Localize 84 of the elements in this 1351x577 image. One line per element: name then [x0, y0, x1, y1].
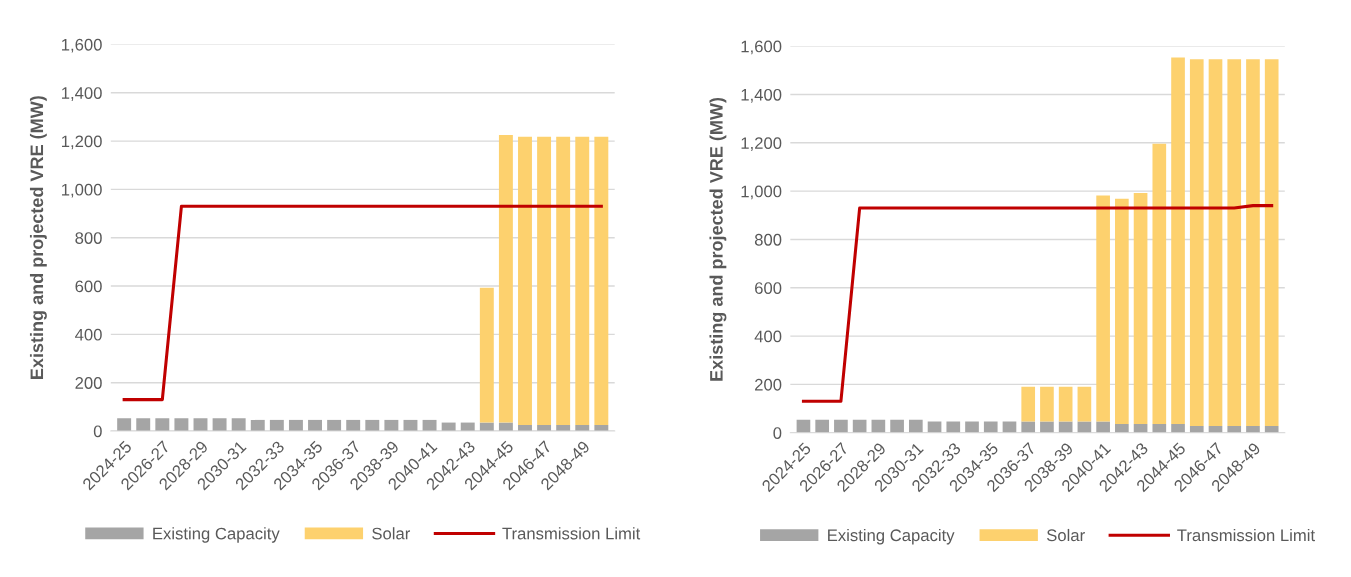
y-tick-label: 1,200 — [62, 135, 102, 150]
y-tick-label: 200 — [75, 377, 102, 389]
bar — [365, 419, 380, 432]
bar — [946, 421, 961, 433]
bar — [422, 419, 437, 432]
y-tick-label: 600 — [75, 280, 102, 293]
legend-label: Solar — [1046, 528, 1085, 542]
bar — [384, 419, 399, 432]
bar — [908, 419, 923, 433]
legend-label: Solar — [372, 527, 411, 540]
bar — [136, 418, 151, 432]
bar — [1040, 386, 1054, 422]
y-tick-label: 1,400 — [62, 87, 102, 101]
bar — [1208, 59, 1223, 426]
bar — [1227, 425, 1242, 433]
y-tick-label: 1,400 — [741, 88, 782, 103]
bar — [308, 419, 322, 432]
bar — [1021, 421, 1036, 433]
bar — [250, 419, 265, 432]
bar — [1264, 59, 1279, 426]
bar — [1133, 193, 1148, 425]
y-tick-label: 600 — [755, 282, 782, 294]
bar — [1152, 143, 1167, 425]
legend-label: Transmission Limit — [1177, 528, 1315, 542]
y-tick-label: 1,200 — [741, 137, 782, 151]
y-axis-title: Existing and projected VRE (MW) — [709, 97, 727, 381]
y-tick-label: 1,600 — [741, 40, 782, 55]
bar — [1058, 386, 1073, 422]
bar — [212, 418, 227, 432]
bar — [1021, 386, 1036, 422]
legend-label: Existing Capacity — [828, 528, 955, 545]
y-tick-label: 400 — [754, 330, 782, 343]
bar — [575, 136, 590, 425]
bar — [346, 419, 361, 432]
bar — [155, 418, 170, 432]
y-tick-label: 1,000 — [741, 185, 782, 200]
bar — [556, 136, 571, 425]
y-tick-label: 0 — [773, 427, 782, 439]
bar — [594, 136, 609, 425]
bar — [498, 135, 513, 423]
bar — [327, 419, 342, 432]
bar — [983, 421, 998, 433]
bar — [890, 419, 904, 433]
y-axis-title: Existing and projected VRE (MW) — [29, 96, 47, 379]
bar — [288, 419, 303, 432]
bar — [1171, 424, 1185, 433]
bar — [1096, 195, 1110, 422]
y-tick-label: 200 — [755, 378, 782, 391]
bar — [815, 419, 830, 433]
bar — [537, 136, 552, 425]
bar — [1058, 421, 1073, 433]
bar — [1077, 386, 1092, 422]
bar — [1096, 421, 1110, 433]
bar — [518, 136, 532, 425]
bar — [1002, 421, 1017, 433]
bar — [1171, 57, 1185, 425]
y-tick-label: 800 — [75, 232, 102, 244]
bar — [1077, 421, 1092, 433]
bar — [1246, 59, 1260, 426]
bar — [1040, 421, 1054, 433]
legend-label: Existing Capacity — [153, 527, 280, 543]
bar — [965, 421, 979, 433]
bar — [927, 421, 942, 433]
bar — [1264, 425, 1279, 433]
y-tick-label: 400 — [75, 328, 102, 341]
bar — [174, 418, 189, 432]
bar — [1115, 424, 1129, 433]
bar — [834, 419, 848, 433]
y-tick-label: 1,600 — [62, 38, 102, 53]
bar — [1189, 425, 1204, 433]
bar — [117, 418, 132, 432]
bar — [403, 419, 418, 432]
y-tick-label: 800 — [754, 233, 782, 246]
y-tick-label: 1,000 — [62, 183, 102, 198]
legend-label: Transmission Limit — [502, 527, 641, 540]
bar — [1115, 198, 1129, 425]
bar — [1189, 59, 1204, 426]
bar — [479, 287, 494, 423]
bar — [1152, 424, 1167, 433]
bar — [1246, 425, 1260, 433]
bar — [231, 418, 246, 432]
bar — [1227, 59, 1242, 426]
bar — [269, 419, 284, 432]
y-tick-label: 0 — [93, 425, 102, 438]
